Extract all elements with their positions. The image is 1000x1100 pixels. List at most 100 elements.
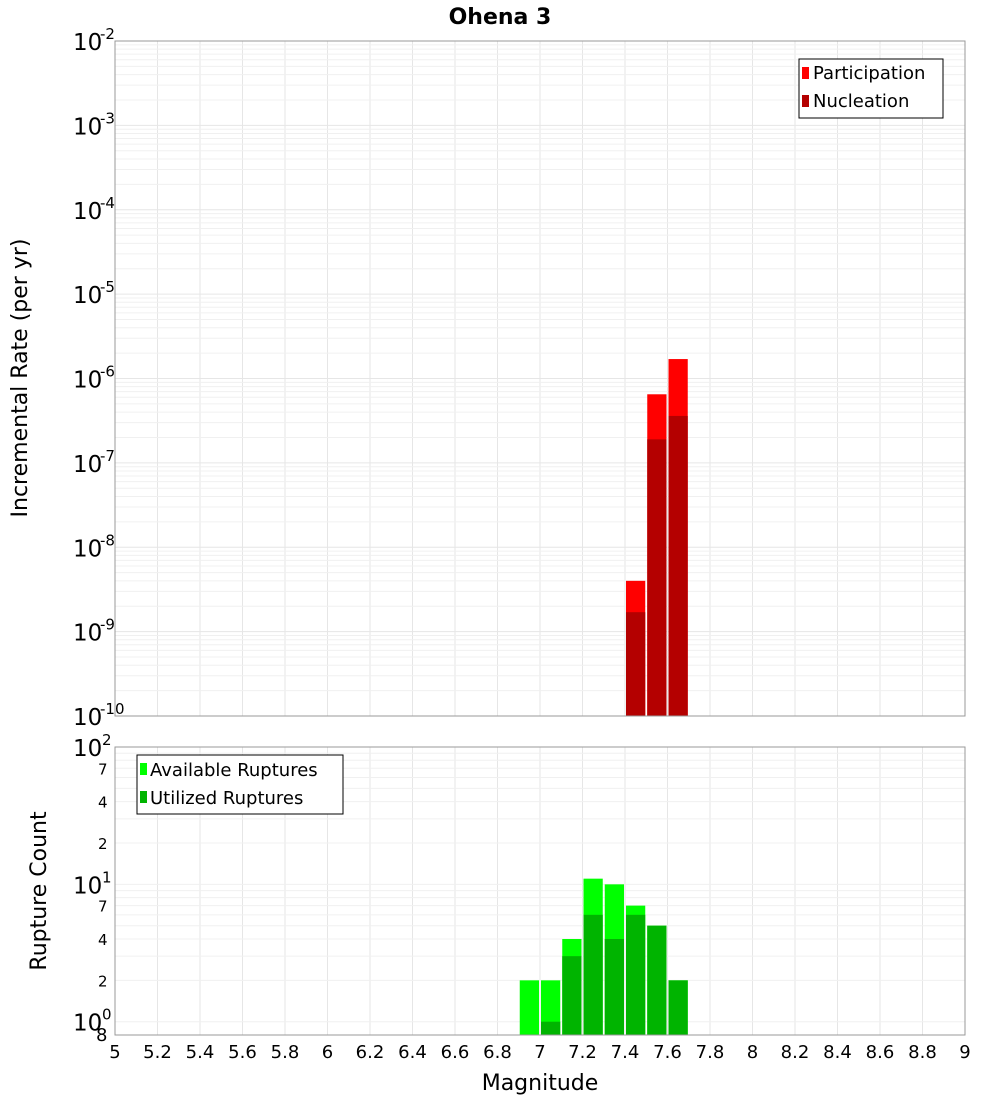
y-minor-tick-label: 7 xyxy=(98,760,108,778)
y-tick-exponent: 2 xyxy=(102,731,112,749)
legend-swatch-utilized xyxy=(140,791,147,803)
top-y-tick-label: 10-9 xyxy=(73,616,115,647)
top-legend-box xyxy=(798,58,944,119)
y-minor-tick-label: 4 xyxy=(98,931,108,949)
y-tick-exponent: 1 xyxy=(102,868,112,886)
top-bar-nucleation xyxy=(668,415,688,716)
top-y-tick-label: 10-6 xyxy=(73,363,115,394)
y-minor-tick-label: 8 xyxy=(96,1025,107,1046)
x-tick-label: 5.8 xyxy=(271,1042,300,1063)
x-tick-label: 6.4 xyxy=(398,1042,427,1063)
y-tick-base: 10 xyxy=(73,114,102,140)
legend-swatch-participation xyxy=(802,67,809,79)
top-y-tick-label: 10-2 xyxy=(73,25,115,56)
top-y-tick-label: 10-10 xyxy=(73,700,125,731)
top-plot-frame xyxy=(114,40,966,717)
x-tick-label: 5.4 xyxy=(186,1042,215,1063)
top-bar-nucleation xyxy=(626,612,646,716)
bottom-y-tick-label: 10 0 xyxy=(73,1006,112,1037)
x-tick-label: 8.2 xyxy=(781,1042,810,1063)
x-tick-label: 8 xyxy=(747,1042,758,1063)
y-minor-tick-label: 7 xyxy=(98,898,108,916)
x-tick-label: 8.6 xyxy=(866,1042,895,1063)
y-minor-tick-label: 2 xyxy=(98,972,108,990)
x-ticks: 5 5.2 5.4 5.6 5.8 6 6.2 6.4 6.6 6.8 7 7.2 7.4 7.6 7.8 8… xyxy=(109,1042,970,1063)
x-axis-label: Magnitude xyxy=(482,1071,599,1096)
y-tick-exponent: -7 xyxy=(100,447,115,465)
bottom-bar-utilized-ruptures xyxy=(583,914,603,1035)
bottom-bars xyxy=(519,878,688,1035)
y-tick-base: 10 xyxy=(73,536,102,562)
bottom-bar-utilized-ruptures xyxy=(668,980,688,1035)
y-tick-base: 10 xyxy=(73,705,102,731)
legend-label-nucleation: Nucleation xyxy=(813,91,909,112)
x-tick-label: 5.6 xyxy=(228,1042,257,1063)
x-tick-label: 5.2 xyxy=(143,1042,172,1063)
y-tick-exponent: -8 xyxy=(100,531,115,549)
bottom-bar-available-ruptures xyxy=(541,980,561,1035)
y-tick-exponent: 0 xyxy=(102,1006,112,1024)
x-tick-label: 6.6 xyxy=(441,1042,470,1063)
legend-label-available: Available Ruptures xyxy=(150,760,318,781)
x-tick-label: 6.8 xyxy=(483,1042,512,1063)
top-y-ticks: 10-210-310-410-510-610-710-810-910-10 xyxy=(73,25,125,731)
y-tick-base: 10 xyxy=(73,30,102,56)
bottom-bar-utilized-ruptures xyxy=(647,925,667,1035)
x-tick-label: 7.2 xyxy=(568,1042,597,1063)
y-tick-base: 10 xyxy=(73,621,102,647)
legend-swatch-available xyxy=(140,763,147,775)
top-panel: 10-210-310-410-510-610-710-810-910-10 In… xyxy=(8,25,966,731)
x-tick-label: 8.4 xyxy=(823,1042,852,1063)
top-grid xyxy=(114,41,966,717)
y-minor-tick-label: 2 xyxy=(98,835,108,853)
y-tick-base: 10 xyxy=(73,283,102,309)
bottom-legend: Available Ruptures Utilized Ruptures xyxy=(136,754,344,815)
legend-label-utilized: Utilized Ruptures xyxy=(150,788,303,809)
y-tick-base: 10 xyxy=(73,873,102,899)
bottom-bar-utilized-ruptures xyxy=(541,1021,561,1035)
top-y-tick-label: 10-5 xyxy=(73,278,115,309)
x-tick-label: 8.8 xyxy=(908,1042,937,1063)
y-minor-tick-label: 4 xyxy=(98,794,108,812)
x-tick-label: 7 xyxy=(534,1042,545,1063)
bottom-y-tick-label: 10 2 xyxy=(73,731,112,762)
top-legend: Participation Nucleation xyxy=(798,58,944,119)
legend-label-participation: Participation xyxy=(813,63,925,84)
y-tick-exponent: -2 xyxy=(100,25,115,43)
bottom-bar-utilized-ruptures xyxy=(562,956,582,1035)
y-tick-base: 10 xyxy=(73,452,102,478)
bottom-bar-available-ruptures xyxy=(519,980,539,1035)
top-y-tick-label: 10-7 xyxy=(73,447,115,478)
y-tick-exponent: -9 xyxy=(100,616,115,634)
top-y-axis-label: Incremental Rate (per yr) xyxy=(8,239,33,518)
y-tick-exponent: -10 xyxy=(100,700,125,718)
bottom-bar-utilized-ruptures xyxy=(626,914,646,1035)
top-bar-nucleation xyxy=(647,439,667,716)
y-tick-exponent: -6 xyxy=(100,363,115,381)
y-tick-base: 10 xyxy=(73,199,102,225)
y-tick-exponent: -3 xyxy=(100,109,115,127)
top-y-tick-label: 10-3 xyxy=(73,109,115,140)
top-y-tick-label: 10-8 xyxy=(73,531,115,562)
bottom-bar-utilized-ruptures xyxy=(604,939,624,1035)
top-bars xyxy=(626,359,688,716)
x-tick-label: 6.2 xyxy=(356,1042,385,1063)
x-tick-label: 7.6 xyxy=(653,1042,682,1063)
x-tick-label: 7.8 xyxy=(696,1042,725,1063)
bottom-y-axis-label: Rupture Count xyxy=(27,811,52,971)
legend-swatch-nucleation xyxy=(802,95,809,107)
top-y-tick-label: 10-4 xyxy=(73,194,115,225)
bottom-plot-frame xyxy=(114,746,966,1036)
x-tick-label: 6 xyxy=(322,1042,333,1063)
chart-title: Ohena 3 xyxy=(449,5,552,30)
y-tick-exponent: -5 xyxy=(100,278,115,296)
bottom-legend-box xyxy=(136,754,344,815)
y-tick-exponent: -4 xyxy=(100,194,115,212)
x-tick-label: 7.4 xyxy=(611,1042,640,1063)
x-tick-label: 9 xyxy=(959,1042,970,1063)
y-tick-base: 10 xyxy=(73,1011,102,1037)
x-tick-label: 5 xyxy=(109,1042,120,1063)
